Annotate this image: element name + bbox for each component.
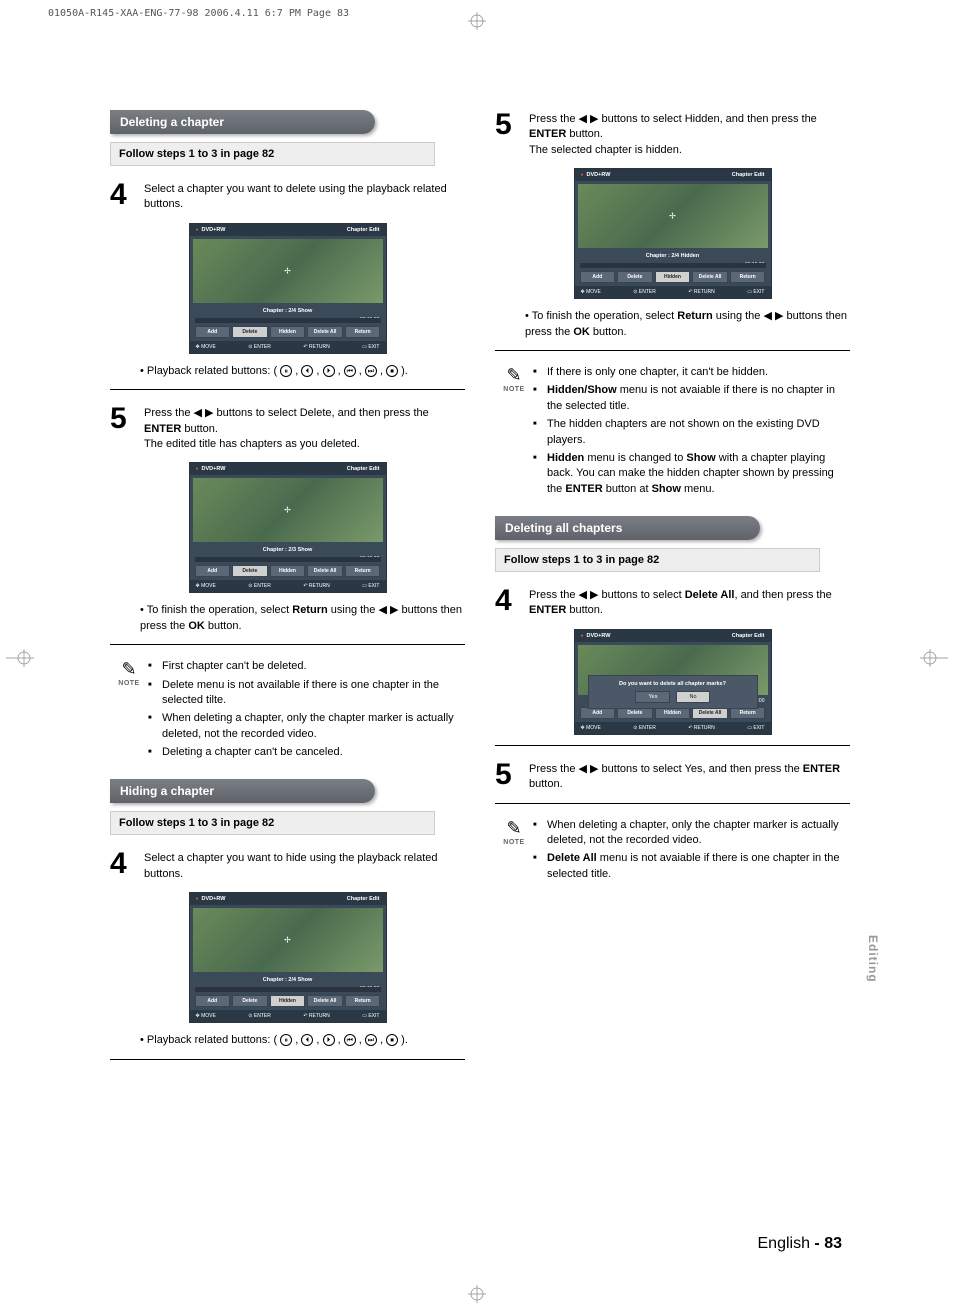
crop-mark-left	[6, 649, 34, 667]
ui-screenshot-3: DVD+RWChapter Edit ✢ Chapter : 2/4 Show …	[189, 892, 387, 1023]
disc-label: DVD+RW	[196, 227, 226, 233]
chapter-status: Chapter : 2/4 Show	[190, 306, 386, 316]
hidden-btn[interactable]: Hidden	[270, 326, 306, 338]
step-5: 5 Press the ◀ ▶ buttons to select Delete…	[110, 404, 465, 452]
note-item: Hidden menu is changed to Show with a ch…	[533, 451, 850, 497]
finish-line: • To finish the operation, select Return…	[140, 603, 465, 634]
note-block-r2: ✎NOTE When deleting a chapter, only the …	[495, 818, 850, 886]
ui-screenshot-r1: DVD+RWChapter Edit ✢ Chapter : 2/4 Hidde…	[574, 168, 772, 299]
ui-screenshot-1: DVD+RWChapter Edit ✢ Chapter : 2/4 Show …	[189, 223, 387, 354]
note-item: Delete All menu is not avaiable if there…	[533, 851, 850, 882]
note-item: Deleting a chapter can't be canceled.	[148, 745, 465, 760]
ui-nav: ✥ MOVE⊙ ENTER↶ RETURN▭ EXIT	[190, 341, 386, 353]
note-item: Hidden/Show menu is not avaiable if ther…	[533, 383, 850, 414]
crop-mark-top	[468, 12, 486, 30]
step-text: Press the ◀ ▶ buttons to select Delete, …	[144, 404, 465, 452]
confirm-dialog: Do you want to delete all chapter marks?…	[588, 675, 758, 709]
step-number: 4	[110, 180, 144, 213]
note-icon: ✎NOTE	[110, 659, 148, 763]
note-item: The hidden chapters are not shown on the…	[533, 417, 850, 448]
section-deleting-chapter: Deleting a chapter	[110, 110, 375, 134]
finish-line-r: • To finish the operation, select Return…	[525, 309, 850, 340]
left-column: Deleting a chapter Follow steps 1 to 3 i…	[110, 110, 465, 1074]
dialog-text: Do you want to delete all chapter marks?	[594, 681, 752, 687]
step-text: Select a chapter you want to delete usin…	[144, 180, 465, 213]
note-item: If there is only one chapter, it can't b…	[533, 365, 850, 380]
timeline	[195, 318, 381, 323]
follow-steps: Follow steps 1 to 3 in page 82	[110, 811, 435, 835]
add-btn[interactable]: Add	[195, 326, 231, 338]
step-5r: 5 Press the ◀ ▶ buttons to select Hidden…	[495, 110, 850, 158]
step-number: 5	[110, 404, 144, 452]
ui-screenshot-2: DVD+RWChapter Edit ✢ Chapter : 2/3 Show …	[189, 462, 387, 593]
note-item: When deleting a chapter, only the chapte…	[148, 711, 465, 742]
playback-line: • Playback related buttons: ( ⏸ , ⏴ , ⏵ …	[140, 364, 465, 379]
note-item: First chapter can't be deleted.	[148, 659, 465, 674]
return-btn[interactable]: Return	[345, 326, 381, 338]
note-item: When deleting a chapter, only the chapte…	[533, 818, 850, 849]
crop-mark-right	[920, 649, 948, 667]
divider	[110, 389, 465, 390]
playback-line-2: • Playback related buttons: ( ⏸ , ⏴ , ⏵ …	[140, 1033, 465, 1048]
no-btn[interactable]: No	[676, 691, 709, 703]
ui-screenshot-r2: DVD+RWChapter Edit Do you want to delete…	[574, 629, 772, 735]
follow-steps: Follow steps 1 to 3 in page 82	[110, 142, 435, 166]
step-4: 4 Select a chapter you want to delete us…	[110, 180, 465, 213]
right-column: 5 Press the ◀ ▶ buttons to select Hidden…	[495, 110, 850, 1074]
follow-steps-r: Follow steps 1 to 3 in page 82	[495, 548, 820, 572]
delete-btn[interactable]: Delete	[232, 326, 268, 338]
note-list: First chapter can't be deleted. Delete me…	[148, 659, 465, 763]
note-item: Delete menu is not available if there is…	[148, 678, 465, 709]
side-tab: Editing	[866, 935, 880, 983]
ui-buttons: Add Delete Hidden Delete All Return	[190, 323, 386, 341]
page-footer: English - 83	[758, 1235, 843, 1253]
yes-btn[interactable]: Yes	[635, 691, 670, 703]
section-deleting-all: Deleting all chapters	[495, 516, 760, 540]
deleteall-btn[interactable]: Delete All	[307, 326, 343, 338]
page-header: 01050A-R145-XAA-ENG-77-98 2006.4.11 6:7 …	[48, 8, 349, 19]
crop-mark-bottom	[468, 1285, 486, 1303]
note-block: ✎NOTE First chapter can't be deleted. Del…	[110, 659, 465, 763]
note-block-r1: ✎NOTE If there is only one chapter, it c…	[495, 365, 850, 500]
step-4b: 4 Select a chapter you want to hide usin…	[110, 849, 465, 882]
section-hiding-chapter: Hiding a chapter	[110, 779, 375, 803]
step-4r: 4 Press the ◀ ▶ buttons to select Delete…	[495, 586, 850, 619]
content: Deleting a chapter Follow steps 1 to 3 i…	[110, 110, 850, 1074]
preview-icon: ✢	[284, 266, 291, 275]
mode-label: Chapter Edit	[347, 227, 380, 233]
step-5r2: 5 Press the ◀ ▶ buttons to select Yes, a…	[495, 760, 850, 793]
